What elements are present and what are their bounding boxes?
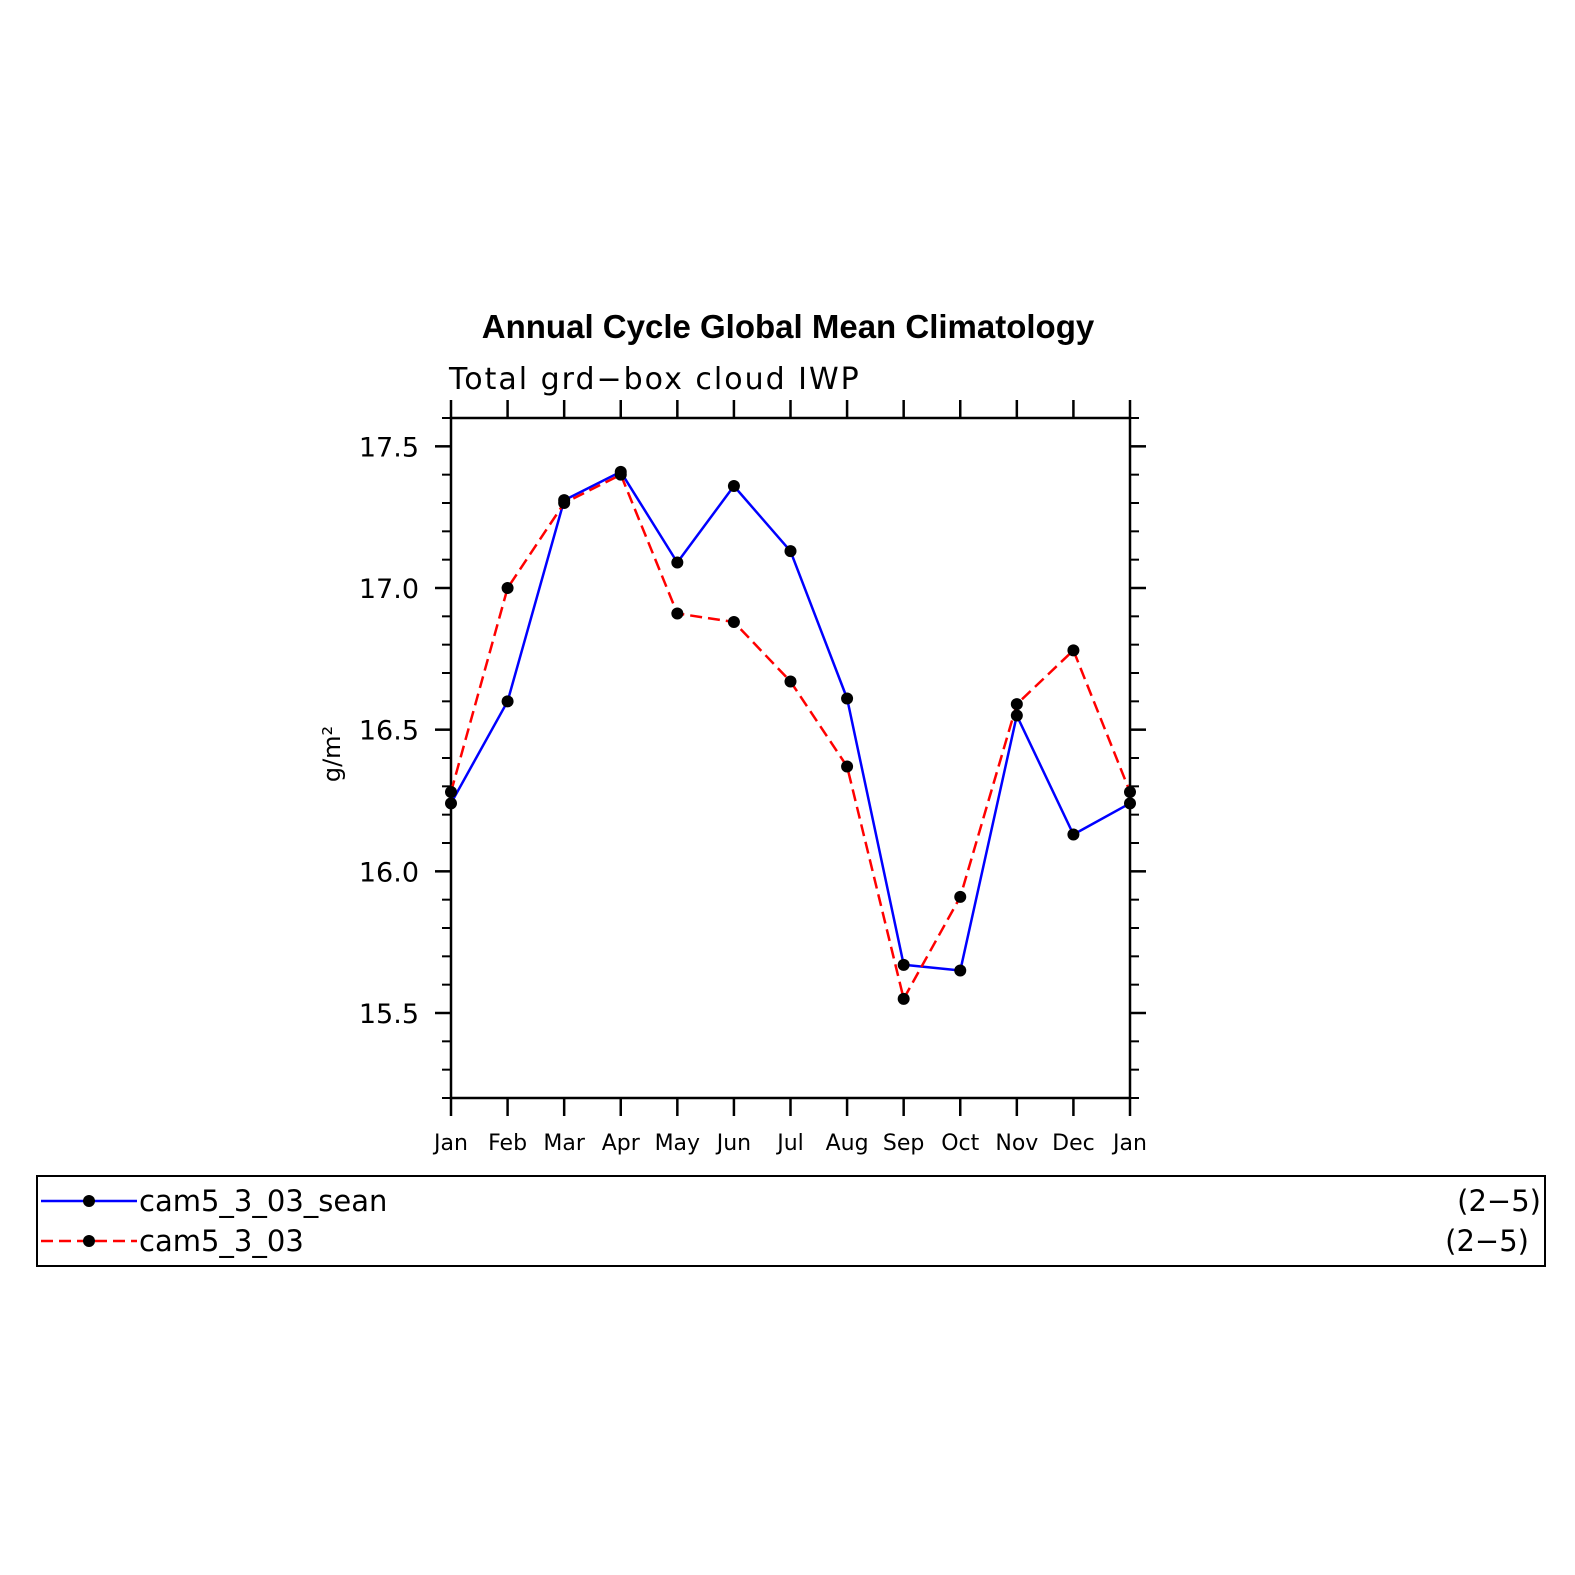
x-tick-label: Mar xyxy=(543,1131,585,1156)
data-point-cam5_3_03 xyxy=(954,890,967,903)
data-point-cam5_3_03 xyxy=(614,468,627,481)
legend-marker-cam5_3_03_sean xyxy=(83,1195,95,1207)
legend-label: cam5_3_03_sean xyxy=(139,1184,387,1218)
legend-suffix: (2−5) xyxy=(1457,1184,1541,1218)
x-tick-label: Apr xyxy=(602,1131,641,1156)
data-point-cam5_3_03_sean xyxy=(1124,797,1136,810)
legend-label: cam5_3_03 xyxy=(139,1224,304,1258)
data-point-cam5_3_03 xyxy=(1067,644,1080,657)
y-axis-label: g/m² xyxy=(318,726,346,782)
data-point-cam5_3_03_sean xyxy=(501,695,514,708)
x-tick-label: Jun xyxy=(715,1131,751,1156)
data-point-cam5_3_03 xyxy=(501,582,514,594)
x-tick-label: Jan xyxy=(432,1131,468,1156)
legend-box xyxy=(36,1175,1546,1267)
data-point-cam5_3_03_sean xyxy=(445,797,457,810)
data-point-cam5_3_03_sean xyxy=(954,964,967,977)
data-point-cam5_3_03 xyxy=(558,497,571,509)
data-point-cam5_3_03_sean xyxy=(727,480,740,492)
data-point-cam5_3_03 xyxy=(1010,698,1023,711)
x-tick-label: May xyxy=(655,1131,700,1156)
x-tick-label: Oct xyxy=(941,1131,979,1156)
chart-title: Annual Cycle Global Mean Climatology xyxy=(482,308,1095,345)
x-tick-label: Feb xyxy=(488,1131,527,1156)
data-point-cam5_3_03 xyxy=(727,616,740,628)
data-point-cam5_3_03_sean xyxy=(1010,709,1023,722)
data-point-cam5_3_03_sean xyxy=(841,692,854,705)
data-point-cam5_3_03_sean xyxy=(784,545,797,558)
data-point-cam5_3_03 xyxy=(897,992,910,1005)
x-tick-label: Dec xyxy=(1052,1131,1095,1156)
y-tick-label: 17.5 xyxy=(359,432,419,463)
data-point-cam5_3_03 xyxy=(784,675,797,688)
x-tick-label: Jan xyxy=(1111,1131,1147,1156)
legend-suffix: (2−5) xyxy=(1445,1224,1529,1258)
data-point-cam5_3_03 xyxy=(671,607,684,620)
plot-area: 15.5 16.0 16.5 17.0 17.5 Jan Feb Mar Apr May Jun Ju… xyxy=(359,400,1147,1156)
x-tick-label: Nov xyxy=(995,1131,1038,1156)
y-tick-label: 16.5 xyxy=(359,716,419,747)
data-point-cam5_3_03_sean xyxy=(671,556,684,569)
x-tick-label: Jul xyxy=(775,1131,804,1156)
legend-marker-cam5_3_03 xyxy=(83,1235,95,1247)
data-point-cam5_3_03_sean xyxy=(897,958,910,971)
x-tick-label: Sep xyxy=(883,1131,924,1156)
data-point-cam5_3_03 xyxy=(1124,786,1136,798)
data-point-cam5_3_03_sean xyxy=(1067,828,1080,841)
legend: cam5_3_03_sean (2−5) cam5_3_03 (2−5) xyxy=(36,1175,1546,1267)
data-point-cam5_3_03 xyxy=(841,760,854,773)
x-tick-label: Aug xyxy=(826,1131,869,1156)
y-tick-label: 17.0 xyxy=(359,574,419,605)
chart-subtitle: Total grd−box cloud IWP xyxy=(448,362,861,397)
y-tick-label: 16.0 xyxy=(359,857,419,888)
data-point-cam5_3_03 xyxy=(445,786,457,798)
y-tick-label: 15.5 xyxy=(359,999,419,1030)
